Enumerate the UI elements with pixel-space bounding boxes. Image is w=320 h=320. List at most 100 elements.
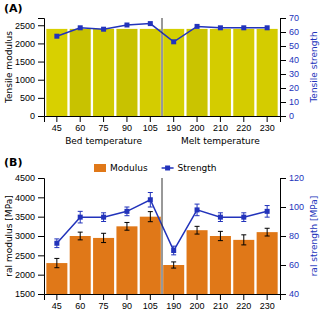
tick: 90 [122,116,132,133]
error-bar [54,258,59,267]
tick-label: 40 [289,55,299,65]
tick: 100 [280,202,304,212]
tick: 50 [280,41,299,51]
marker [101,27,106,32]
tick-mark [126,294,127,300]
y2-axis: 010203040506070 [280,13,299,121]
tick: 1500 [15,289,44,299]
tick-label: 2500 [15,251,35,261]
tick: 210 [213,294,228,311]
tick: 75 [99,294,109,311]
bar [46,29,67,116]
tick: 30 [280,69,299,79]
marker [195,207,200,212]
tick: 90 [122,294,132,311]
tick-mark [220,294,221,300]
tick: 45 [52,294,62,311]
y-axis-title: ral modulus [MPa] [4,195,14,276]
bar [187,230,208,294]
marker [218,215,223,220]
tick-label: 90 [122,123,132,133]
tick-label: 40 [289,289,299,299]
tick: 3500 [15,212,44,222]
error-bar [241,235,246,245]
tick-label: 90 [122,301,132,311]
tick-mark [38,25,44,26]
y-axis: 1500 2000 2500 3000 3500 4000 4500 [15,173,45,299]
marker [148,21,153,26]
error-bar [124,207,129,216]
tick-label: 2000 [15,39,35,49]
tick: 230 [260,116,275,133]
tick-mark [80,116,81,122]
error-bar [241,213,246,222]
group-divider [162,18,163,116]
tick: 120 [280,173,304,183]
tick-label: 2500 [15,21,35,31]
bar [93,29,114,116]
tick: 2500 [15,251,44,261]
tick-mark [243,116,244,122]
tick-label: 120 [289,173,304,183]
error-bar [171,246,176,255]
tick-label: 0 [30,111,35,121]
legend-label: Modulus [110,163,148,173]
error-bar [124,222,129,230]
tick-mark [197,294,198,300]
tick: 10 [280,97,299,107]
tick-mark [280,18,286,19]
axis-line [38,19,45,117]
tick: 200 [190,116,205,133]
annotation: Bed temperature [65,136,142,146]
marker [78,25,83,30]
bar [140,217,161,294]
tick: 60 [280,260,299,270]
marker [171,39,176,44]
tick-mark [38,43,44,44]
tick: 230 [260,294,275,311]
tick-mark [38,275,44,276]
tick: 4000 [15,193,44,203]
legend-marker [165,166,170,171]
error-bar [101,213,106,222]
tick: 500 [20,93,44,103]
marker [241,25,246,30]
tick-label: 70 [289,13,299,23]
tick-mark [280,265,286,266]
marker [148,197,153,202]
tick-mark [280,32,286,33]
tick-label: 60 [289,27,299,37]
tick: 80 [280,231,299,241]
bar [257,29,278,116]
tick-label: 3500 [15,212,35,222]
tick: 60 [75,116,85,133]
tick-label: 2000 [15,270,35,280]
tick-mark [38,236,44,237]
bar [210,236,231,294]
tick-mark [150,294,151,300]
tick-label: 0 [289,111,294,121]
tick-label: 220 [236,301,251,311]
tick-label: 200 [190,123,205,133]
title: (A) [4,2,23,15]
tick: 220 [236,116,251,133]
tick: 3000 [15,231,44,241]
axis-line [281,179,287,295]
error-bar [265,228,270,236]
marker [195,24,200,29]
tick-mark [38,197,44,198]
marker [124,209,129,214]
tick-mark [243,294,244,300]
tick-label: 190 [166,301,181,311]
axis-line [45,117,281,123]
legend-swatch [94,164,106,172]
marker [78,215,83,220]
tick-label: 1500 [15,57,35,67]
tick-label: 80 [289,231,299,241]
group-divider [162,178,163,294]
tick: 4500 [15,173,44,183]
tick: 220 [236,294,251,311]
tick-mark [126,116,127,122]
bar [233,240,254,294]
tick-label: 30 [289,69,299,79]
